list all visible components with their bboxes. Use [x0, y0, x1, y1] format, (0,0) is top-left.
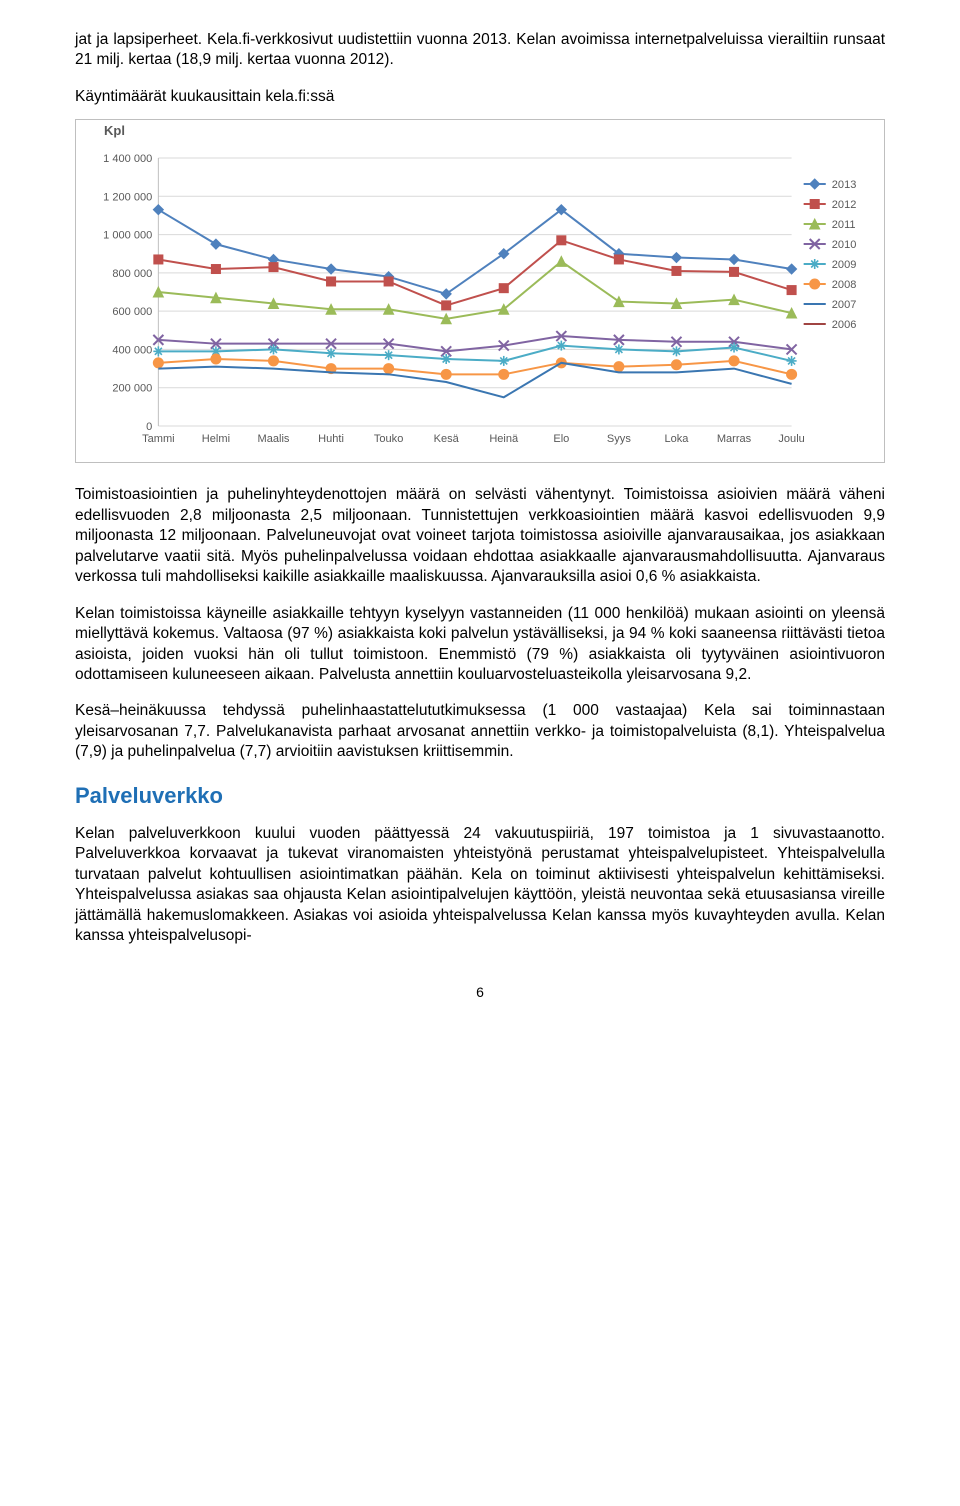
- svg-text:0: 0: [146, 421, 152, 433]
- paragraph-4: Kesä–heinäkuussa tehdyssä puhelinhaastat…: [75, 701, 885, 762]
- svg-text:800 000: 800 000: [112, 268, 152, 280]
- svg-text:2011: 2011: [832, 219, 856, 231]
- svg-text:2009: 2009: [832, 259, 857, 271]
- svg-text:Joulu: Joulu: [778, 433, 804, 445]
- svg-text:Marras: Marras: [717, 433, 752, 445]
- paragraph-intro: jat ja lapsiperheet. Kela.fi-verkkosivut…: [75, 30, 885, 71]
- svg-text:200 000: 200 000: [112, 383, 152, 395]
- svg-text:Kesä: Kesä: [434, 433, 460, 445]
- svg-text:Helmi: Helmi: [202, 433, 230, 445]
- svg-text:2006: 2006: [832, 319, 857, 331]
- paragraph-3: Kelan toimistoissa käyneille asiakkaille…: [75, 604, 885, 686]
- svg-text:Maalis: Maalis: [258, 433, 290, 445]
- svg-text:Syys: Syys: [607, 433, 631, 445]
- svg-text:1 400 000: 1 400 000: [103, 153, 152, 165]
- svg-text:Loka: Loka: [664, 433, 689, 445]
- svg-text:600 000: 600 000: [112, 307, 152, 319]
- section-heading-palveluverkko: Palveluverkko: [75, 781, 885, 810]
- paragraph-5: Kelan palveluverkkoon kuului vuoden päät…: [75, 824, 885, 947]
- svg-text:Tammi: Tammi: [142, 433, 175, 445]
- svg-text:2010: 2010: [832, 239, 857, 251]
- chart-canvas: 0 200 000 400 000 600 000 800 000 1 000 000 1 …: [88, 134, 872, 454]
- svg-text:Touko: Touko: [374, 433, 403, 445]
- svg-text:Heinä: Heinä: [489, 433, 519, 445]
- paragraph-2: Toimistoasiointien ja puhelinyhteydenott…: [75, 485, 885, 587]
- svg-text:1 200 000: 1 200 000: [103, 192, 152, 204]
- chart-title: Käyntimäärät kuukausittain kela.fi:ssä: [75, 87, 885, 107]
- svg-text:2007: 2007: [832, 299, 857, 311]
- svg-text:400 000: 400 000: [112, 345, 152, 357]
- line-chart: Kpl 0200 000400 000600 000800 0001 000 0…: [75, 119, 885, 463]
- svg-text:1 000 000: 1 000 000: [103, 230, 152, 242]
- svg-text:Huhti: Huhti: [318, 433, 344, 445]
- svg-text:Elo: Elo: [553, 433, 569, 445]
- svg-text:2012: 2012: [832, 199, 857, 211]
- svg-text:2013: 2013: [832, 179, 857, 191]
- svg-text:2008: 2008: [832, 279, 857, 291]
- page-number: 6: [75, 983, 885, 1001]
